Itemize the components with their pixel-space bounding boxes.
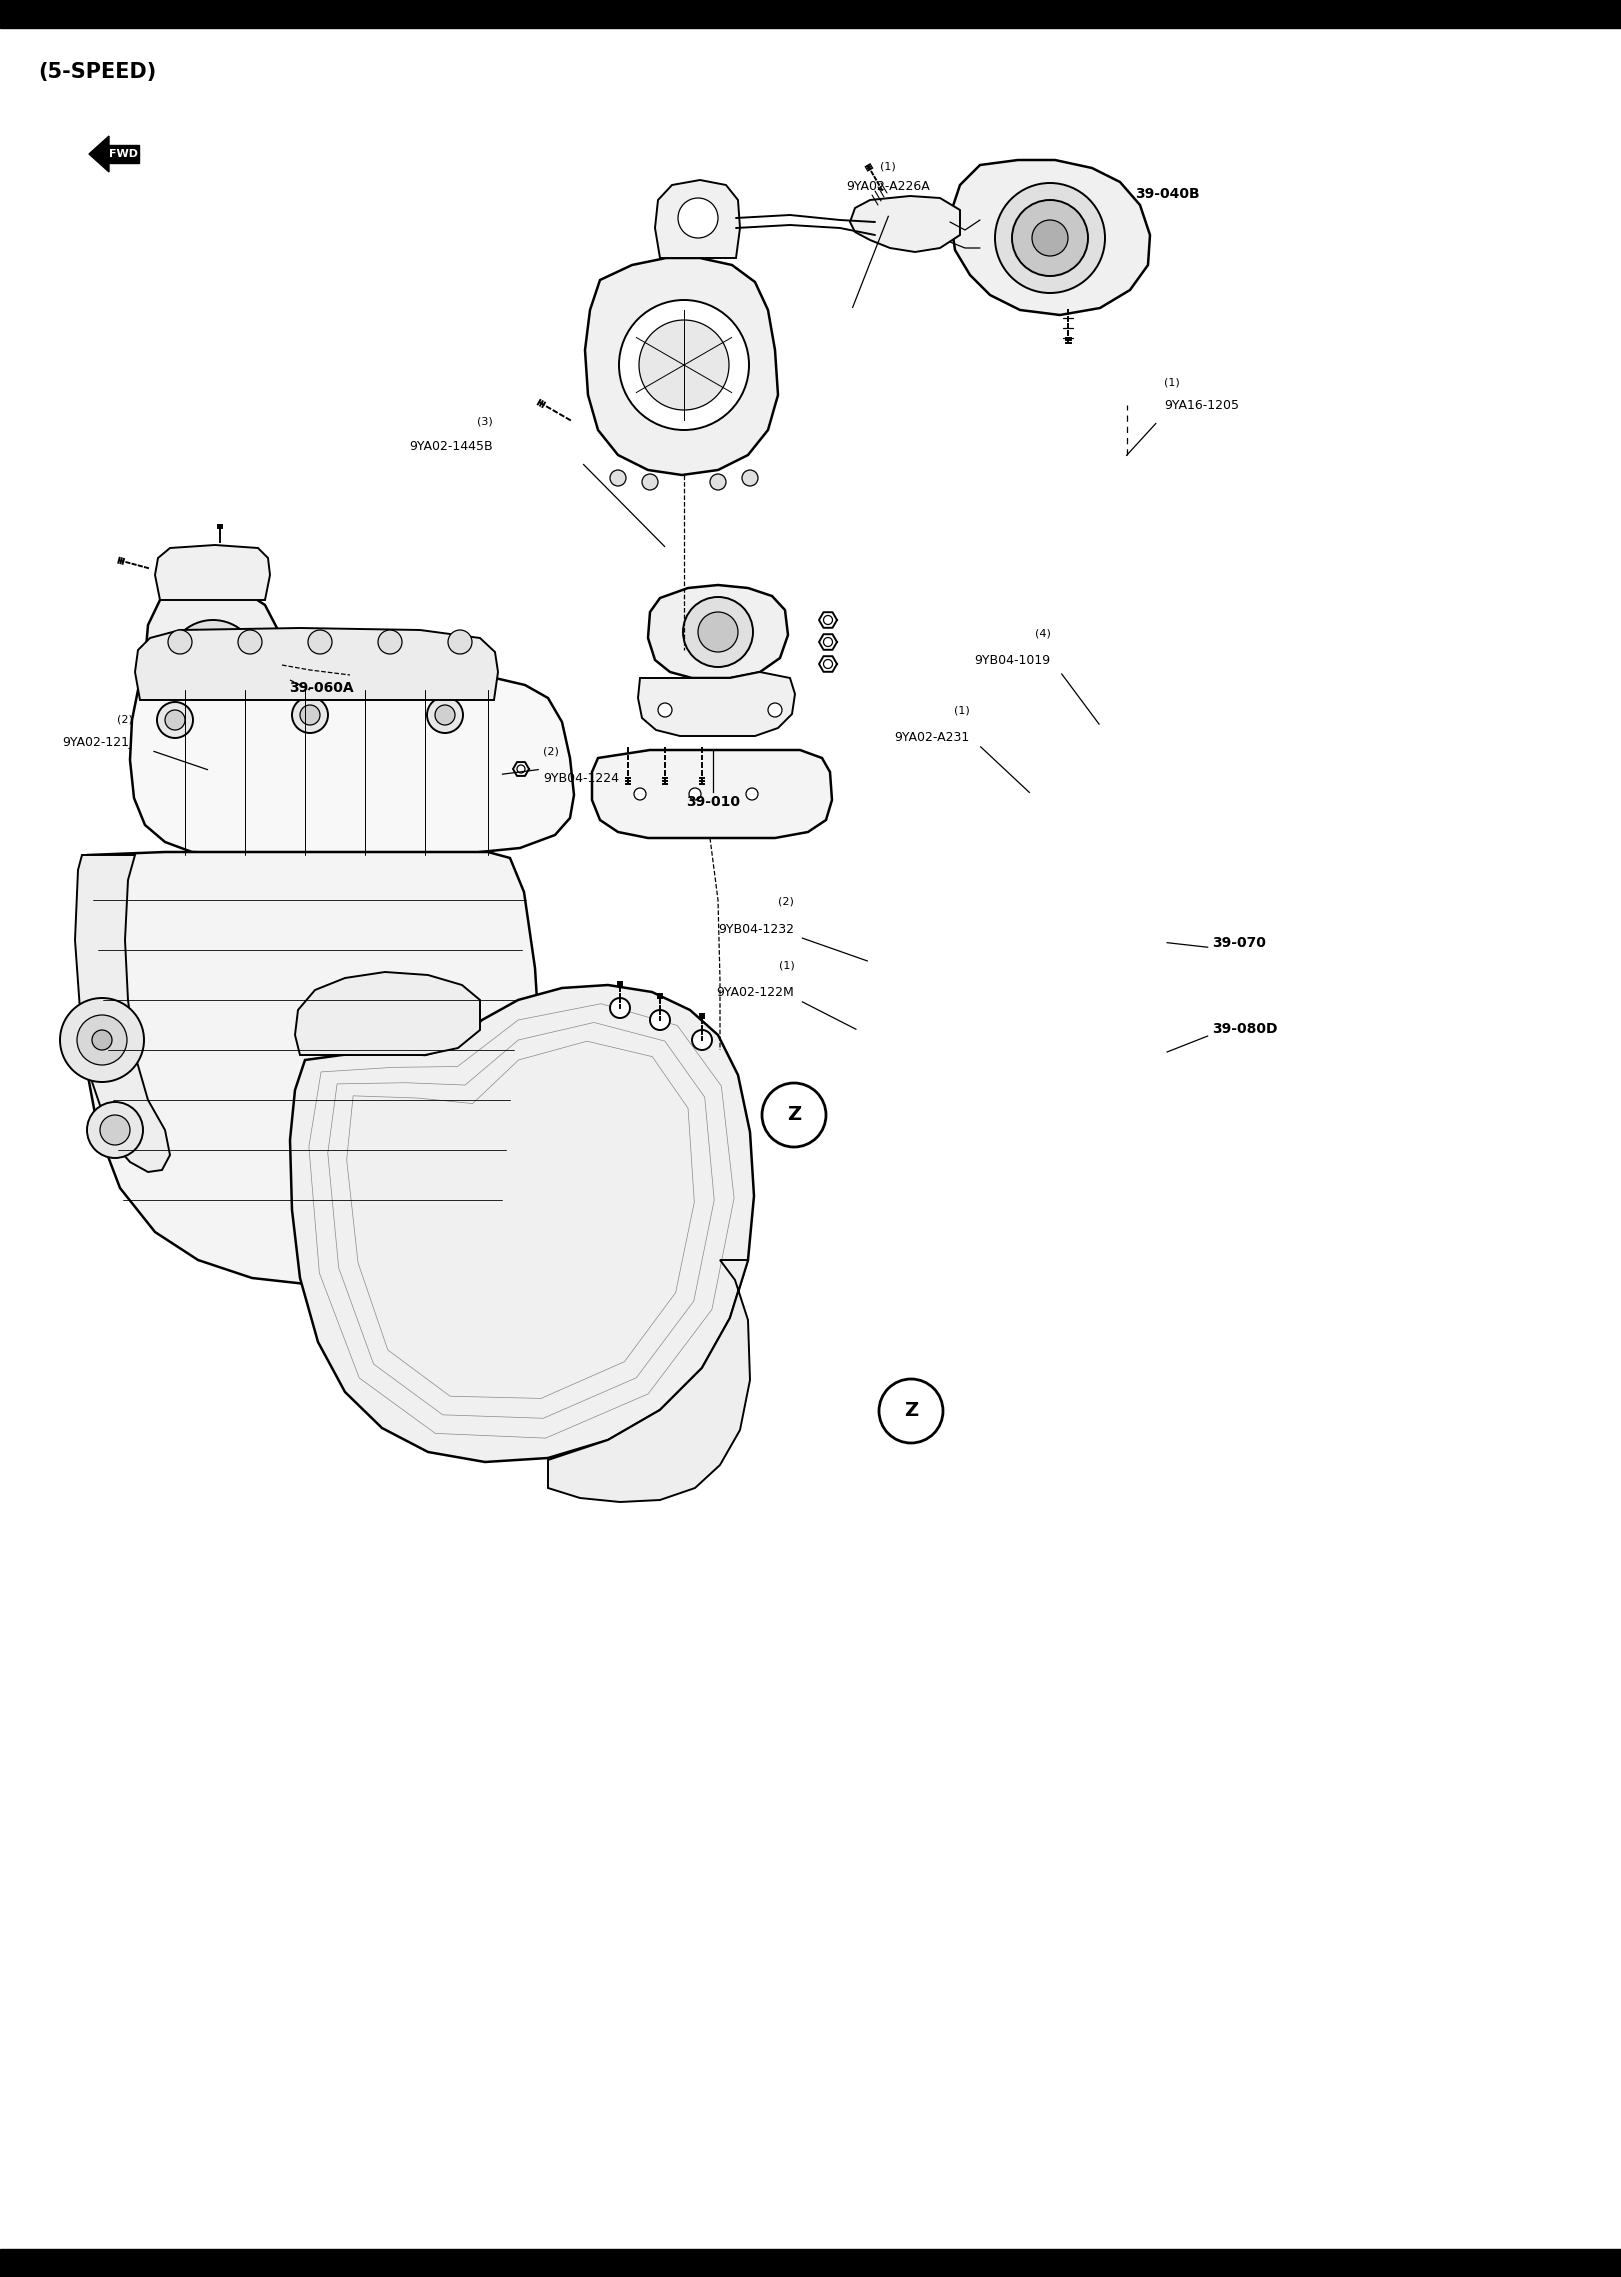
Text: 9YA02-1445B: 9YA02-1445B bbox=[408, 439, 493, 453]
Circle shape bbox=[242, 767, 258, 783]
Text: 39-070: 39-070 bbox=[1213, 936, 1266, 950]
Bar bbox=[107, 146, 139, 164]
Text: 9YA02-121J: 9YA02-121J bbox=[62, 735, 133, 749]
Polygon shape bbox=[75, 854, 170, 1173]
Polygon shape bbox=[89, 137, 135, 173]
Text: Z: Z bbox=[786, 1107, 801, 1125]
Polygon shape bbox=[950, 159, 1149, 314]
Circle shape bbox=[710, 474, 726, 490]
Circle shape bbox=[238, 631, 263, 653]
Circle shape bbox=[692, 1029, 712, 1050]
Circle shape bbox=[169, 619, 258, 710]
Text: (2): (2) bbox=[543, 747, 559, 756]
Polygon shape bbox=[135, 628, 498, 699]
Text: (2): (2) bbox=[778, 897, 794, 906]
Circle shape bbox=[292, 697, 327, 733]
Circle shape bbox=[689, 788, 700, 799]
Circle shape bbox=[177, 767, 193, 783]
Circle shape bbox=[447, 631, 472, 653]
Circle shape bbox=[619, 301, 749, 430]
Polygon shape bbox=[592, 749, 832, 838]
Text: 39-010: 39-010 bbox=[686, 795, 741, 808]
Circle shape bbox=[78, 1016, 126, 1066]
Polygon shape bbox=[585, 257, 778, 476]
Polygon shape bbox=[639, 672, 794, 735]
Text: (2): (2) bbox=[117, 715, 133, 724]
Text: (1): (1) bbox=[880, 162, 896, 171]
Polygon shape bbox=[295, 972, 480, 1054]
Circle shape bbox=[165, 710, 185, 731]
Bar bbox=[0, 2250, 1621, 2277]
Circle shape bbox=[308, 631, 332, 653]
Circle shape bbox=[157, 701, 193, 738]
Circle shape bbox=[609, 997, 631, 1018]
Circle shape bbox=[639, 321, 729, 410]
Circle shape bbox=[762, 1084, 827, 1148]
Polygon shape bbox=[151, 720, 290, 820]
Circle shape bbox=[742, 469, 759, 485]
Text: 9YB04-1019: 9YB04-1019 bbox=[974, 653, 1050, 667]
Circle shape bbox=[746, 788, 759, 799]
Text: (1): (1) bbox=[953, 706, 969, 715]
Circle shape bbox=[1033, 221, 1068, 255]
Circle shape bbox=[699, 613, 738, 651]
Circle shape bbox=[658, 704, 673, 717]
Circle shape bbox=[201, 653, 225, 676]
Polygon shape bbox=[849, 196, 960, 253]
Text: 9YA02-A226A: 9YA02-A226A bbox=[846, 180, 930, 194]
Text: 39-060A: 39-060A bbox=[289, 681, 353, 694]
Circle shape bbox=[768, 704, 781, 717]
Text: 9YB04-1232: 9YB04-1232 bbox=[718, 922, 794, 936]
Text: (3): (3) bbox=[477, 417, 493, 426]
Text: 39-040B: 39-040B bbox=[1135, 187, 1200, 200]
Circle shape bbox=[88, 1102, 143, 1159]
Bar bbox=[0, 0, 1621, 27]
Text: (4): (4) bbox=[1034, 628, 1050, 638]
Circle shape bbox=[1012, 200, 1088, 276]
Circle shape bbox=[678, 198, 718, 239]
Text: 39-080D: 39-080D bbox=[1213, 1022, 1277, 1036]
Polygon shape bbox=[144, 585, 282, 745]
Text: 9YA16-1205: 9YA16-1205 bbox=[1164, 398, 1238, 412]
Text: 9YA02-122M: 9YA02-122M bbox=[716, 986, 794, 1000]
Text: (1): (1) bbox=[1164, 378, 1180, 387]
Circle shape bbox=[426, 697, 464, 733]
Text: Z: Z bbox=[905, 1403, 917, 1421]
Text: FWD: FWD bbox=[109, 148, 138, 159]
Circle shape bbox=[682, 597, 754, 667]
Polygon shape bbox=[79, 852, 540, 1284]
Polygon shape bbox=[130, 679, 574, 858]
Circle shape bbox=[650, 1011, 669, 1029]
Text: (5-SPEED): (5-SPEED) bbox=[37, 61, 156, 82]
Circle shape bbox=[609, 469, 626, 485]
Polygon shape bbox=[648, 585, 788, 679]
Polygon shape bbox=[655, 180, 741, 257]
Circle shape bbox=[169, 631, 191, 653]
Circle shape bbox=[434, 706, 456, 724]
Circle shape bbox=[101, 1116, 130, 1145]
Circle shape bbox=[879, 1380, 943, 1444]
Polygon shape bbox=[156, 544, 271, 601]
Polygon shape bbox=[290, 986, 754, 1462]
Circle shape bbox=[378, 631, 402, 653]
Circle shape bbox=[634, 788, 647, 799]
Circle shape bbox=[642, 474, 658, 490]
Circle shape bbox=[995, 182, 1106, 294]
Circle shape bbox=[300, 706, 319, 724]
Text: 9YA02-A231: 9YA02-A231 bbox=[895, 731, 969, 745]
Text: (1): (1) bbox=[778, 961, 794, 970]
Polygon shape bbox=[548, 1259, 751, 1503]
Circle shape bbox=[92, 1029, 112, 1050]
Circle shape bbox=[185, 638, 242, 692]
Circle shape bbox=[60, 997, 144, 1082]
Text: 9YB04-1224: 9YB04-1224 bbox=[543, 772, 619, 786]
